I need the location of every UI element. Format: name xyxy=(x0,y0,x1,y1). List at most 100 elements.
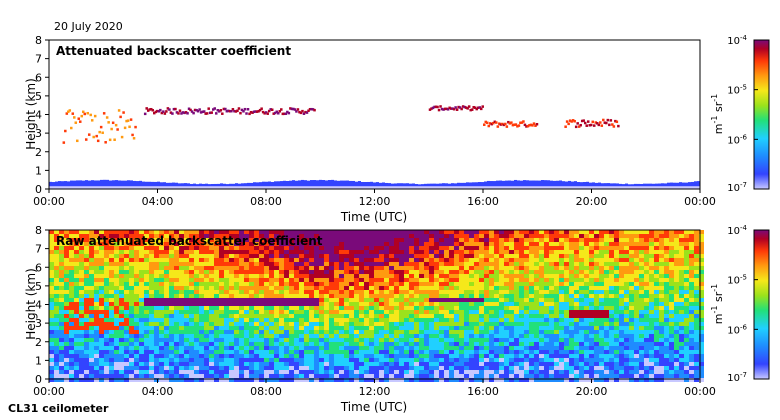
raw-cell xyxy=(349,246,354,250)
raw-cell xyxy=(329,246,334,250)
raw-cell xyxy=(154,298,159,302)
raw-cell xyxy=(394,266,399,270)
cloud-cell xyxy=(593,124,596,127)
raw-cell xyxy=(139,258,144,262)
raw-cell xyxy=(569,346,574,350)
raw-cell xyxy=(69,274,74,278)
raw-cell xyxy=(699,306,704,310)
raw-cell xyxy=(164,298,169,302)
raw-cell xyxy=(504,306,509,310)
raw-cell xyxy=(379,318,384,322)
raw-cell xyxy=(59,302,64,306)
raw-cell xyxy=(499,234,504,238)
raw-cell xyxy=(224,358,229,362)
surface-cell xyxy=(307,186,310,189)
raw-cell xyxy=(284,306,289,310)
raw-cell xyxy=(154,314,159,318)
raw-cell xyxy=(394,334,399,338)
raw-cell xyxy=(54,322,59,326)
raw-cell xyxy=(289,238,294,242)
raw-cell xyxy=(559,354,564,358)
raw-cell xyxy=(404,254,409,258)
raw-cell xyxy=(149,274,154,278)
raw-cell xyxy=(469,310,474,314)
raw-cell xyxy=(284,274,289,278)
raw-cell xyxy=(279,354,284,358)
raw-cell xyxy=(289,258,294,262)
raw-cell xyxy=(174,318,179,322)
raw-cell xyxy=(54,346,59,350)
cloud-cell xyxy=(301,109,304,113)
raw-cell xyxy=(494,282,499,286)
surface-cell xyxy=(133,186,136,189)
raw-cell xyxy=(54,238,59,242)
raw-cell xyxy=(229,254,234,258)
raw-cell xyxy=(454,338,459,342)
raw-cell xyxy=(184,346,189,350)
raw-cell xyxy=(574,250,579,254)
raw-cell xyxy=(299,238,304,242)
raw-cell xyxy=(394,338,399,342)
raw-cell xyxy=(589,338,594,342)
raw-cell xyxy=(644,262,649,266)
raw-cell xyxy=(349,258,354,262)
surface-cell xyxy=(544,186,547,189)
raw-cell xyxy=(284,314,289,318)
raw-cell xyxy=(344,302,349,306)
surface-cell xyxy=(100,186,103,189)
cloud-cell xyxy=(245,112,248,115)
raw-cell xyxy=(289,234,294,238)
raw-cell xyxy=(519,322,524,326)
raw-cell xyxy=(294,354,299,358)
raw-cell xyxy=(404,322,409,326)
raw-cell xyxy=(504,330,509,334)
raw-cell xyxy=(699,354,704,358)
raw-cell xyxy=(174,310,179,314)
boundary-layer-cell xyxy=(109,180,112,189)
raw-cell xyxy=(464,270,469,274)
raw-cell xyxy=(109,262,114,266)
raw-cell xyxy=(194,358,199,362)
raw-cell xyxy=(344,294,349,298)
raw-cell xyxy=(359,330,364,334)
raw-cell xyxy=(139,346,144,350)
raw-cell xyxy=(359,346,364,350)
surface-cell xyxy=(628,186,631,189)
surface-cell xyxy=(124,186,127,189)
raw-cell xyxy=(674,278,679,282)
raw-cell xyxy=(529,234,534,238)
raw-cell xyxy=(179,354,184,358)
raw-cell xyxy=(619,242,624,246)
surface-cell xyxy=(157,186,160,189)
raw-cell xyxy=(334,330,339,334)
raw-cell xyxy=(49,298,54,302)
raw-cell xyxy=(434,302,439,306)
raw-cell xyxy=(129,342,134,346)
raw-cell xyxy=(94,234,99,238)
raw-cell xyxy=(269,302,274,306)
raw-cell xyxy=(54,234,59,238)
raw-cell xyxy=(619,306,624,310)
raw-cell xyxy=(379,278,384,282)
raw-cell xyxy=(49,290,54,294)
raw-cell xyxy=(674,290,679,294)
raw-cell xyxy=(434,354,439,358)
raw-cell xyxy=(569,274,574,278)
raw-cell xyxy=(269,250,274,254)
raw-cell xyxy=(699,238,704,242)
raw-cell xyxy=(569,334,574,338)
raw-cell xyxy=(259,338,264,342)
raw-cell xyxy=(574,262,579,266)
raw-cell xyxy=(409,326,414,330)
raw-cell xyxy=(189,314,194,318)
raw-cell xyxy=(584,306,589,310)
raw-cell xyxy=(364,282,369,286)
cloud-cell xyxy=(519,121,522,125)
raw-cell xyxy=(74,322,79,326)
raw-cell xyxy=(269,266,274,270)
raw-cell xyxy=(154,330,159,334)
raw-cell xyxy=(104,338,109,342)
raw-cell xyxy=(179,350,184,354)
raw-cell xyxy=(129,346,134,350)
cloud-cell xyxy=(440,107,444,111)
